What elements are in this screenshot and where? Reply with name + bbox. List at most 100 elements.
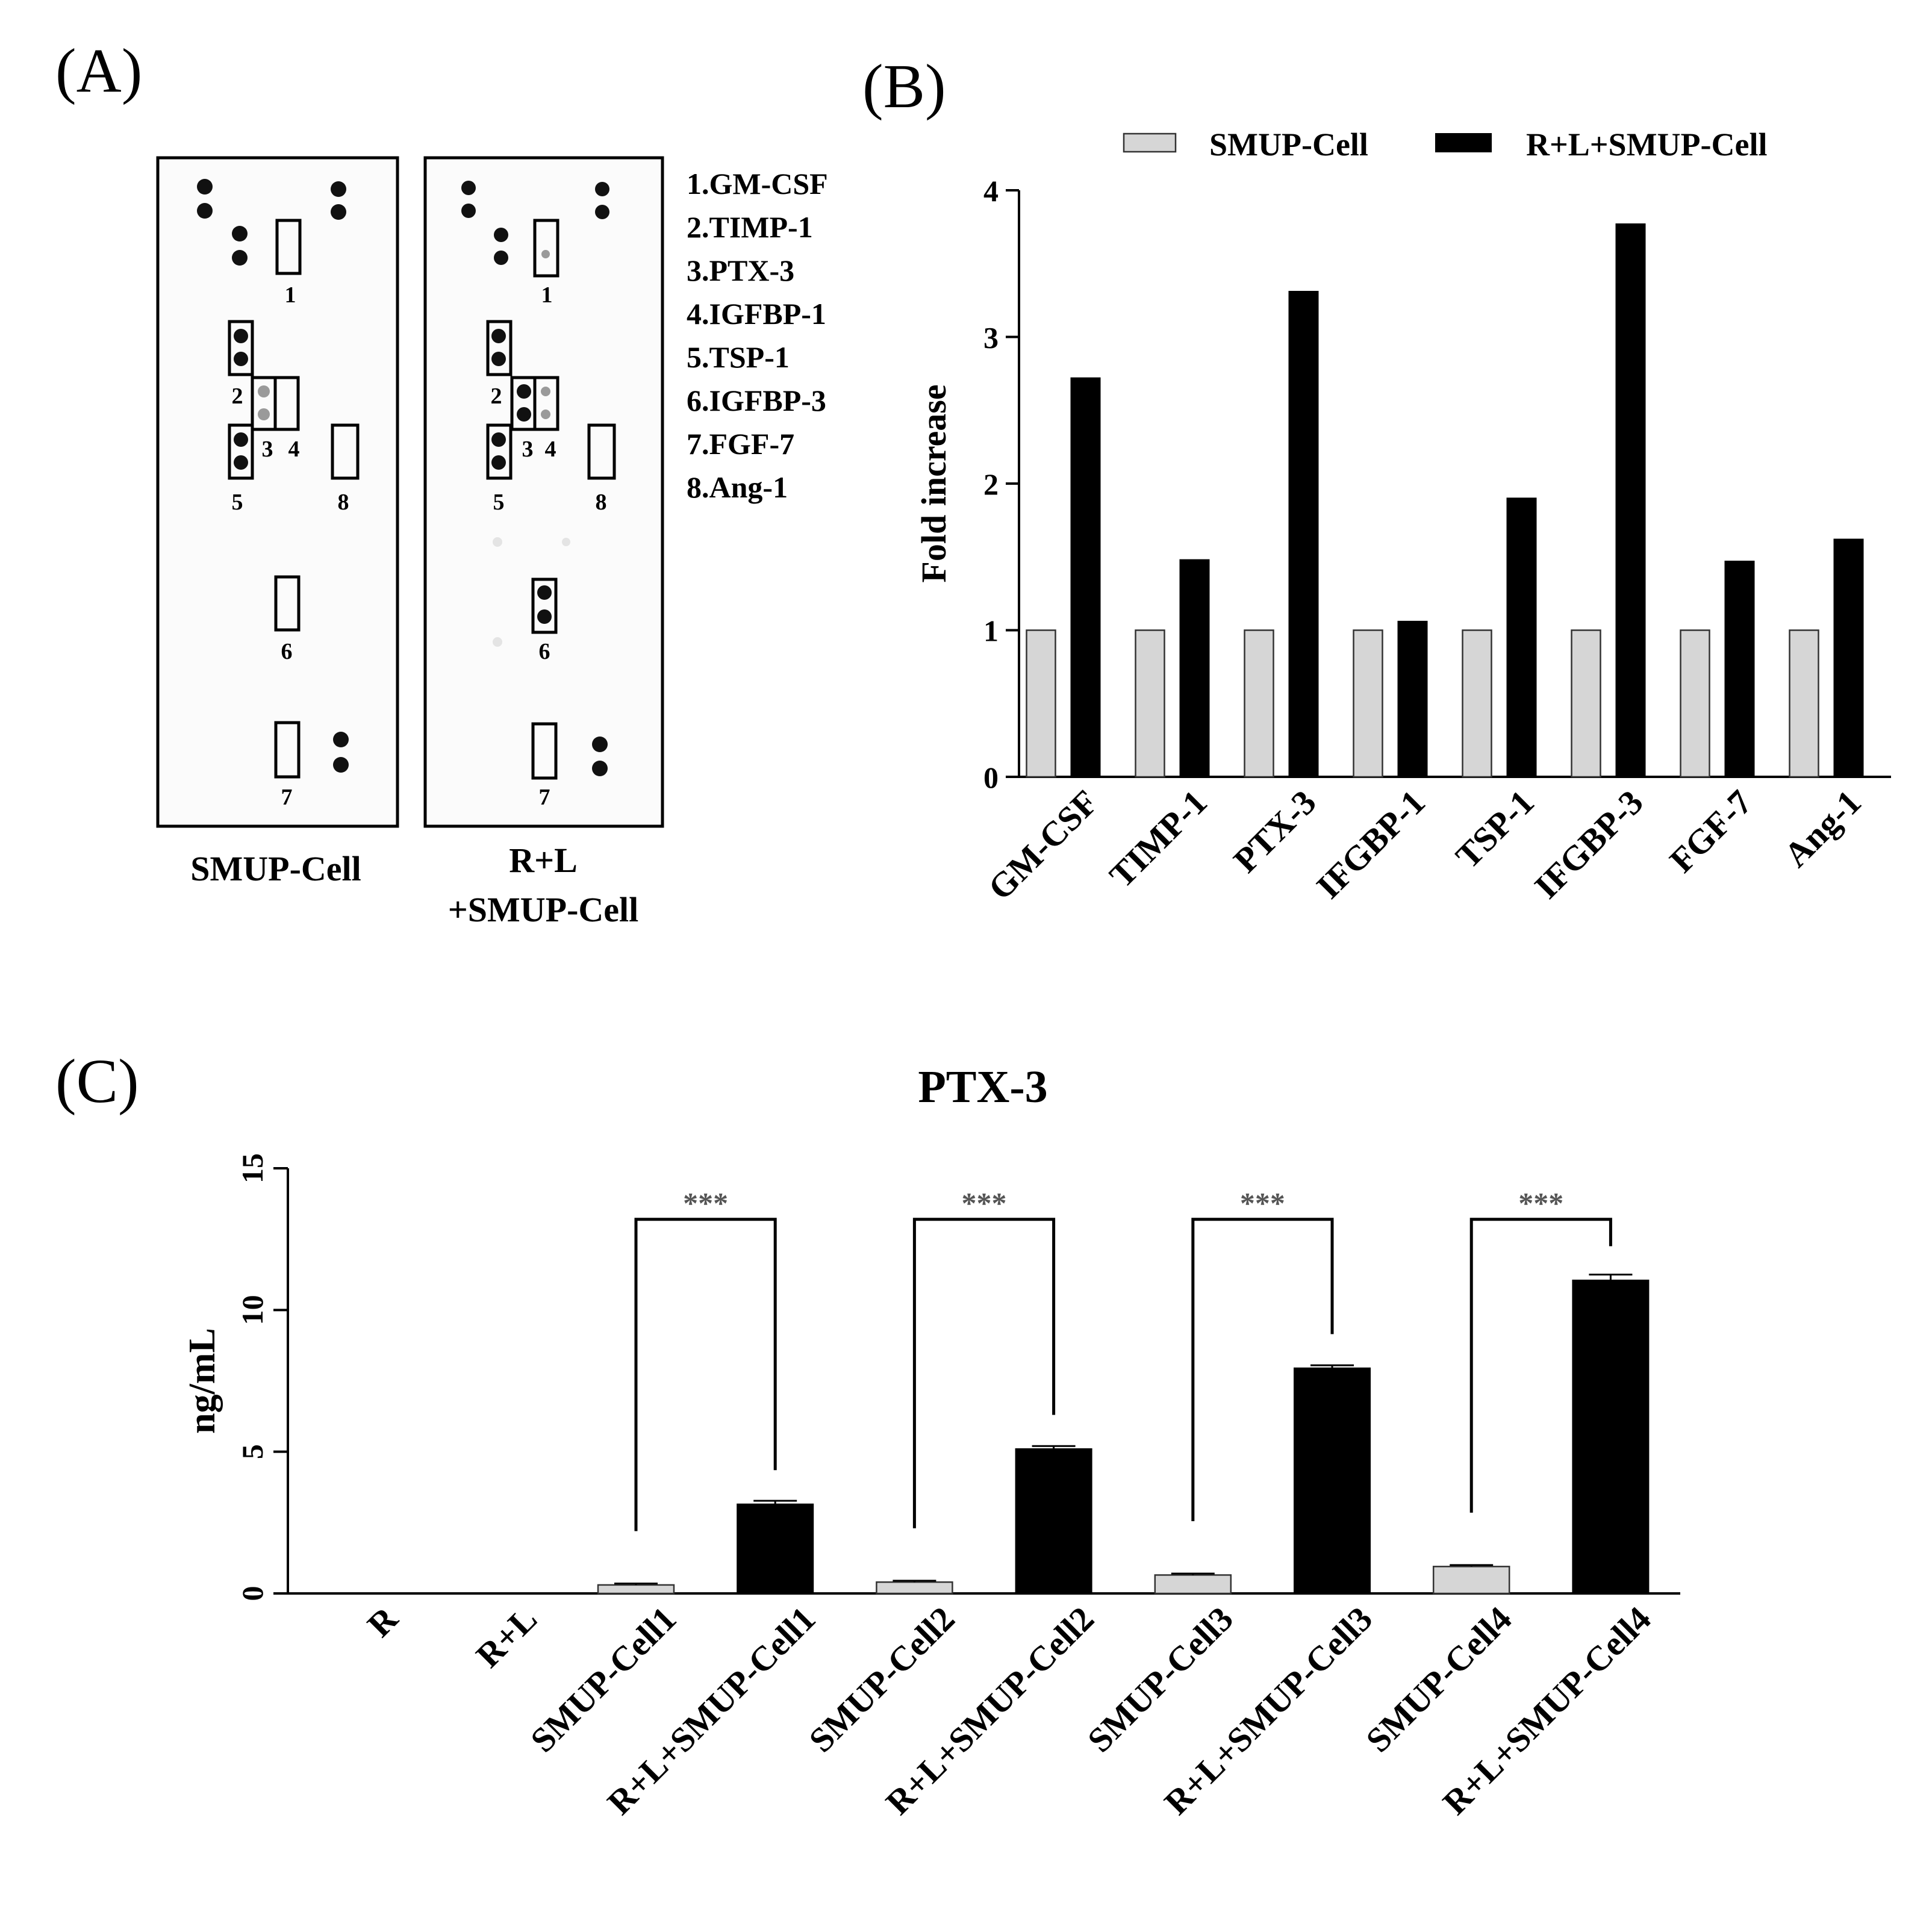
panel-c-label: (C)	[55, 1047, 139, 1116]
reference-spot	[494, 228, 508, 242]
analyte-legend-item: 2.TIMP-1	[687, 210, 813, 244]
membrane-rl-smup-cell: 1 2 3 4 5 8 6 7 R+L +SMUP-Cell	[423, 156, 664, 929]
bar-smup-cell	[1353, 629, 1383, 778]
background-spot	[493, 537, 502, 547]
significance-bracket	[634, 1218, 777, 1531]
box-label: 3	[522, 437, 534, 462]
bar-smup-cell	[1571, 629, 1601, 778]
y-tick-label: 2	[983, 467, 999, 501]
analyte-spot-ptx-3	[517, 384, 531, 399]
box-label: 3	[262, 437, 273, 462]
background-spot	[493, 637, 502, 647]
box-label: 7	[539, 785, 550, 810]
reference-spot	[197, 203, 213, 219]
membrane-caption: R+L	[509, 841, 578, 880]
analyte-legend-item: 6.IGFBP-3	[687, 384, 826, 417]
analyte-spot-ptx-3	[517, 407, 531, 422]
bar-rl-smup-cell	[1070, 377, 1101, 777]
significance-label: ***	[962, 1186, 1007, 1220]
x-tick-label: R+L	[469, 1599, 544, 1675]
bar-rl-smup-cell	[1288, 291, 1319, 777]
analyte-spot-ptx-3	[258, 408, 270, 420]
bar-smup-cell1	[597, 1584, 675, 1595]
reference-spot	[592, 737, 608, 752]
analyte-legend-item: 8.Ang-1	[687, 470, 788, 504]
highlight-box-7	[274, 721, 301, 779]
highlight-box-6	[531, 578, 558, 634]
box-label: 1	[541, 282, 553, 308]
panel-b-label: (B)	[862, 52, 946, 121]
analyte-legend-item: 4.IGFBP-1	[687, 297, 826, 331]
bar-smup-cell	[1462, 629, 1492, 778]
significance-label: ***	[683, 1186, 728, 1220]
analyte-spot-igfbp-3	[537, 585, 552, 600]
ptx3-chart-title: PTX-3	[918, 1062, 1047, 1112]
panel-b: (B) SMUP-Cell R+L+SMUP-Cell 0 1 2 3 4 Fold in…	[862, 52, 1891, 908]
analyte-legend: 1.GM-CSF 2.TIMP-1 3.PTX-3 4.IGFBP-1 5.TS…	[687, 167, 828, 504]
reference-spot	[232, 226, 248, 241]
bar-r-l-smup-cell4	[1572, 1279, 1650, 1594]
x-tick-label: IFGBP-1	[1309, 782, 1432, 906]
significance-label: ***	[1518, 1186, 1563, 1220]
reference-spot	[333, 732, 349, 747]
analyte-legend-item: 5.TSP-1	[687, 340, 790, 374]
bar-smup-cell	[1680, 629, 1710, 778]
bar-smup-cell	[1135, 629, 1165, 778]
bar-rl-smup-cell	[1506, 497, 1537, 777]
box-label: 5	[232, 490, 243, 515]
highlight-box-2	[228, 320, 254, 376]
box-label: 5	[493, 490, 505, 515]
x-tick-label: FGF-7	[1662, 782, 1760, 880]
bar-rl-smup-cell	[1833, 538, 1864, 778]
analyte-spot-tsp-1	[234, 432, 248, 447]
box-label: 2	[232, 384, 243, 409]
significance-bracket	[912, 1218, 1056, 1528]
y-tick-label: 10	[235, 1295, 269, 1325]
legend-swatch-smup-cell	[1123, 132, 1177, 153]
panel-a-label: (A)	[55, 36, 142, 105]
box-label: 6	[539, 639, 550, 664]
box-label: 1	[285, 282, 296, 308]
bar-smup-cell4	[1432, 1566, 1510, 1595]
bar-r-l-smup-cell1	[737, 1503, 814, 1594]
box-label: 4	[545, 437, 556, 462]
highlight-box-7	[531, 722, 558, 780]
panel-a: (A)	[55, 36, 828, 929]
highlight-box-4	[273, 376, 300, 431]
reference-spot	[232, 250, 248, 266]
analyte-spot-tsp-1	[491, 455, 506, 470]
significance-bracket	[1191, 1218, 1334, 1521]
highlight-box-1	[275, 219, 302, 275]
background-spot	[562, 538, 570, 546]
bar-smup-cell	[1026, 629, 1056, 778]
significance-label: ***	[1240, 1186, 1285, 1220]
bar-rl-smup-cell	[1397, 620, 1428, 777]
y-tick-label: 0	[983, 761, 999, 794]
membrane-smup-cell: 1 2 3 4 5 8 6 7 SMUP-Cell	[156, 156, 399, 888]
highlight-box-6	[274, 575, 301, 632]
highlight-box-8	[587, 423, 616, 480]
x-tick-label: GM-CSF	[980, 782, 1106, 908]
analyte-spot-timp-1	[491, 329, 506, 343]
y-tick-label: 15	[235, 1153, 269, 1183]
bar-smup-cell2	[876, 1581, 953, 1595]
reference-spot	[333, 757, 349, 773]
bar-rl-smup-cell	[1615, 223, 1646, 777]
reference-spot	[494, 251, 508, 265]
y-tick-label: 5	[235, 1444, 269, 1459]
significance-bracket	[1469, 1218, 1612, 1513]
box-label: 7	[281, 785, 293, 810]
reference-spot	[197, 179, 213, 195]
y-tick-label: 4	[983, 174, 999, 208]
legend-swatch-rl-smup-cell	[1435, 133, 1492, 152]
highlight-box-5	[228, 423, 254, 480]
highlight-box-4	[533, 376, 559, 431]
x-tick-label: TSP-1	[1448, 782, 1541, 876]
analyte-spot-timp-1	[491, 352, 506, 366]
x-tick-label: IFGBP-3	[1527, 782, 1650, 906]
box-label: 8	[596, 490, 607, 515]
box-label: 8	[338, 490, 349, 515]
x-tick-label: R	[360, 1598, 405, 1644]
